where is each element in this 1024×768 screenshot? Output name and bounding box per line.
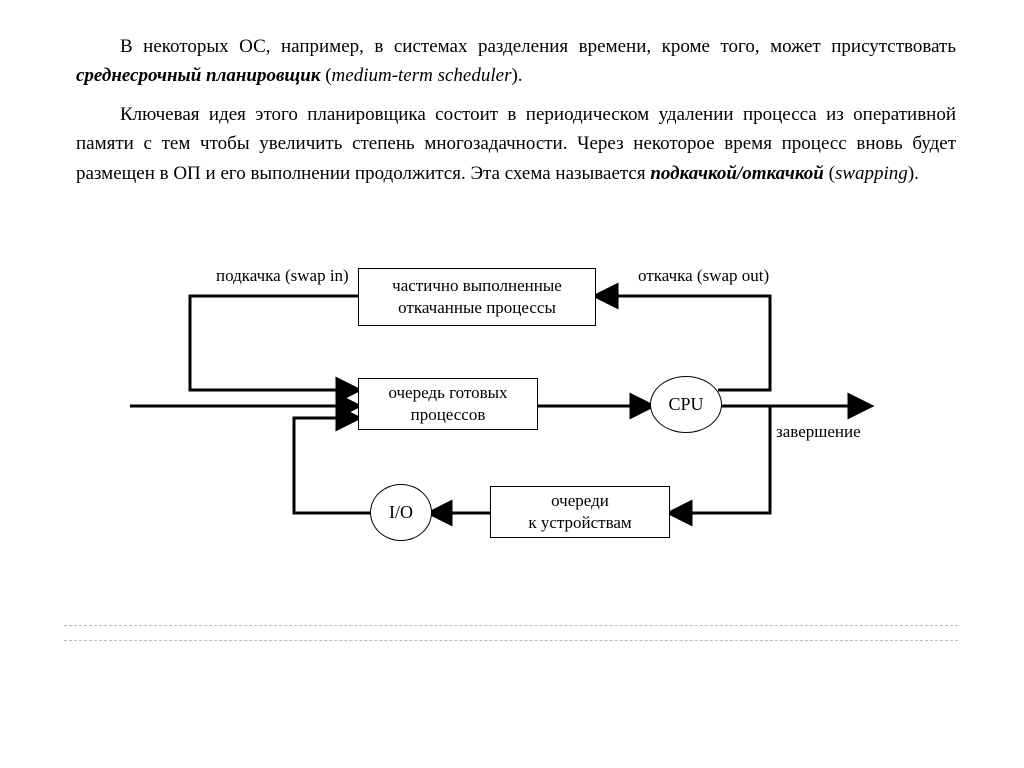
bottom-divider-2 bbox=[64, 640, 958, 641]
p1-text-d: medium-term scheduler bbox=[332, 65, 512, 86]
swapping-diagram: частично выполненные откачанные процессы… bbox=[130, 258, 890, 598]
node-device-queues: очереди к устройствам bbox=[490, 486, 670, 538]
p2-text-d: swapping bbox=[835, 163, 908, 184]
node-devq-line2: к устройствам bbox=[528, 512, 631, 534]
node-cpu: CPU bbox=[650, 376, 722, 433]
node-io-label: I/O bbox=[389, 502, 413, 523]
p1-text-c: ( bbox=[320, 65, 331, 86]
bottom-divider-1 bbox=[64, 625, 958, 626]
node-ready-queue: очередь готовых процессов bbox=[358, 378, 538, 430]
node-swapped-line1: частично выполненные bbox=[392, 275, 562, 297]
p1-text-e: ). bbox=[511, 65, 522, 86]
p2-text-b: подкачкой/откачкой bbox=[650, 163, 824, 184]
p1-text-b: среднесрочный планировщик bbox=[76, 65, 320, 86]
node-swapped-processes: частично выполненные откачанные процессы bbox=[358, 268, 596, 326]
label-end: завершение bbox=[776, 422, 861, 442]
label-swap-in: подкачка (swap in) bbox=[216, 266, 349, 286]
p1-text-a: В некоторых ОС, например, в системах раз… bbox=[120, 36, 956, 57]
node-cpu-label: CPU bbox=[668, 394, 703, 415]
label-swap-out: откачка (swap out) bbox=[638, 266, 769, 286]
node-io: I/O bbox=[370, 484, 432, 541]
paragraph-2: Ключевая идея этого планировщика состоит… bbox=[76, 100, 956, 188]
page: В некоторых ОС, например, в системах раз… bbox=[0, 0, 1024, 768]
node-swapped-line2: откачанные процессы bbox=[398, 297, 556, 319]
p2-text-c: ( bbox=[824, 163, 835, 184]
paragraph-1: В некоторых ОС, например, в системах раз… bbox=[76, 32, 956, 91]
node-devq-line1: очереди bbox=[551, 490, 609, 512]
node-ready-line1: очередь готовых bbox=[388, 382, 507, 404]
p2-text-e: ). bbox=[908, 163, 919, 184]
node-ready-line2: процессов bbox=[411, 404, 486, 426]
